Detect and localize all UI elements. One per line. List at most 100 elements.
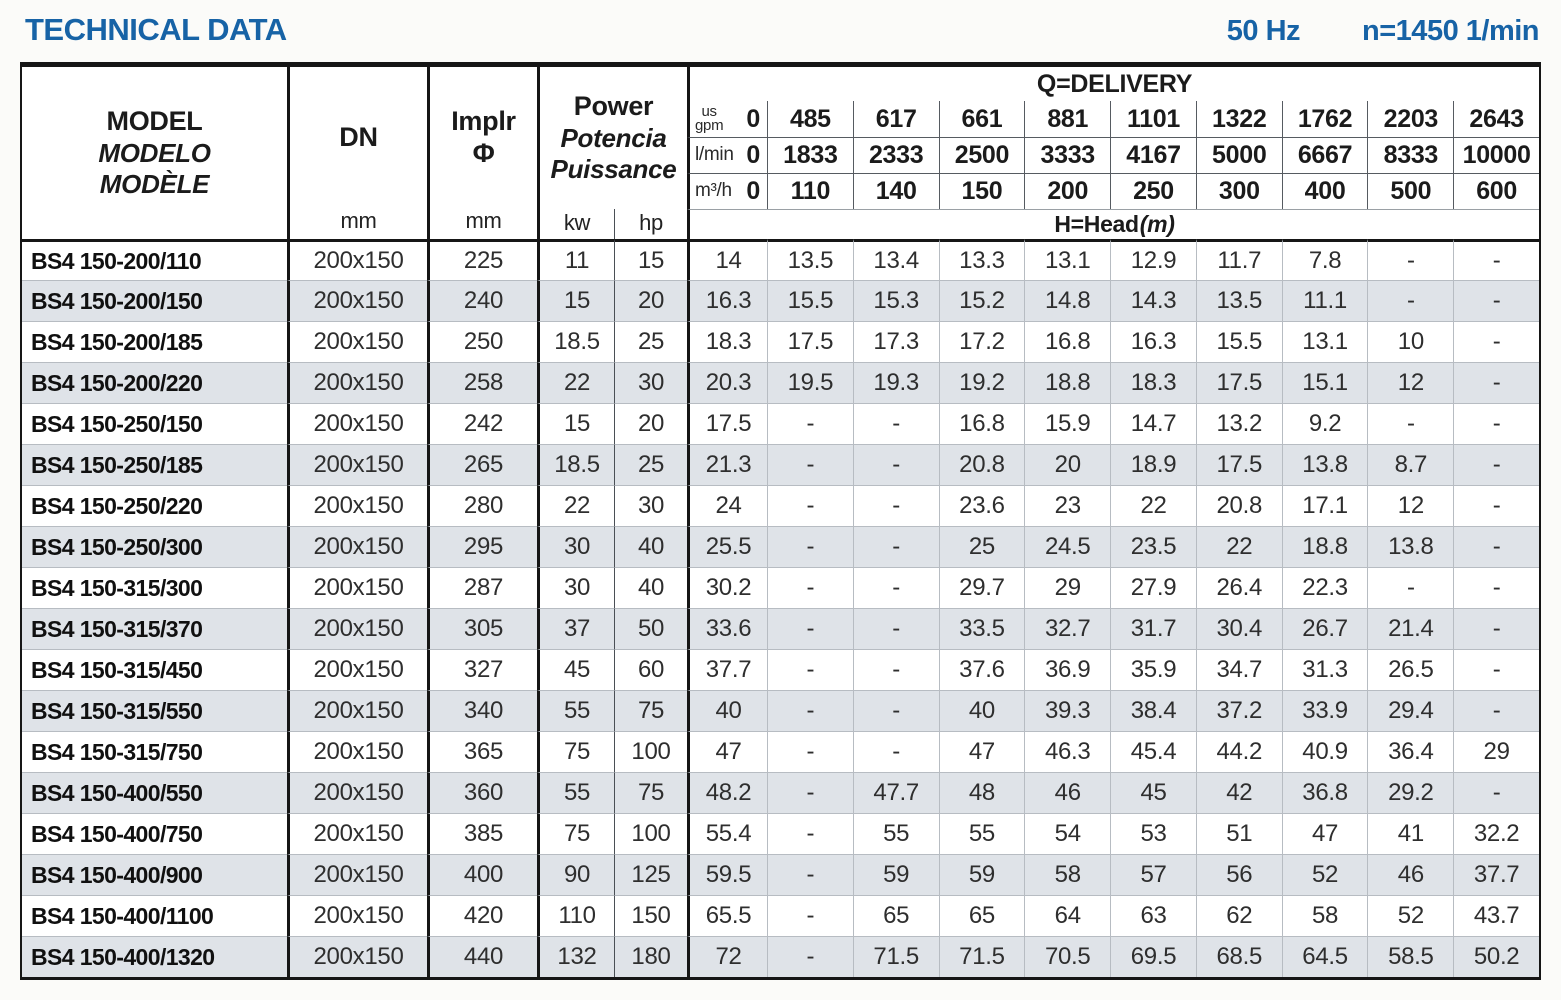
hp-cell: 150 [614,895,687,936]
head-cell: - [767,485,853,526]
head-cell: - [852,731,939,772]
implr-cell: 340 [427,690,537,731]
model-cell: BS4 150-200/220 [22,362,287,403]
head-cell: 19.3 [852,362,939,403]
power-header-es: Potencia [560,123,667,154]
head-cell: - [767,608,853,649]
head-cell: 13.1 [1281,321,1368,362]
kw-cell: 18.5 [537,444,614,485]
head-cell: - [1453,690,1539,731]
hp-cell: 100 [614,731,687,772]
head-cell: 34.7 [1195,649,1282,690]
power-hp-unit-label: hp [614,209,687,239]
kw-cell: 55 [537,690,614,731]
power-column-header: Power Potencia Puissance [537,67,687,209]
head-cell: 16.3 [687,280,767,321]
implr-cell: 265 [427,444,537,485]
implr-cell: 305 [427,608,537,649]
model-cell: BS4 150-315/750 [22,731,287,772]
head-cell: - [852,526,939,567]
dn-cell: 200x150 [287,608,427,649]
kw-cell: 18.5 [537,321,614,362]
impeller-diameter-symbol: Φ [472,137,495,168]
head-cell: 16.8 [1024,321,1111,362]
head-cell: 32.7 [1024,608,1111,649]
hp-cell: 100 [614,813,687,854]
head-cell: 33.6 [687,608,767,649]
hp-cell: 20 [614,280,687,321]
dn-cell: 200x150 [287,526,427,567]
delivery-value-us-gpm: 2203 [1367,101,1454,137]
delivery-value-l-min: 6667 [1281,137,1368,173]
unit-name-l-min: l/min [695,144,734,166]
head-cell: 23.6 [938,485,1025,526]
head-cell: 59.5 [687,854,767,895]
dn-cell: 200x150 [287,731,427,772]
head-cell: 14 [687,239,767,280]
head-cell: 56 [1195,854,1282,895]
delivery-value-l-min: 2333 [852,137,939,173]
delivery-value-us-gpm: 485 [767,101,853,137]
hp-cell: 30 [614,485,687,526]
head-row-label: H=Head (m) [687,209,1539,239]
head-cell: 13.8 [1281,444,1368,485]
delivery-value-m3-h: 150 [938,173,1025,209]
power-kw-unit-label: kw [537,209,614,239]
head-label: H=Head [1054,211,1139,237]
head-cell: 47 [687,731,767,772]
dn-cell: 200x150 [287,485,427,526]
implr-cell: 400 [427,854,537,895]
head-cell: 54 [1024,813,1111,854]
head-cell: 20.8 [1195,485,1282,526]
page-title: TECHNICAL DATA [25,12,287,47]
head-cell: 19.2 [938,362,1025,403]
head-cell: 15.2 [938,280,1025,321]
head-cell: 22 [1110,485,1196,526]
head-cell: 39.3 [1024,690,1111,731]
hp-cell: 40 [614,526,687,567]
head-cell: 40.9 [1281,731,1368,772]
head-cell: 71.5 [852,936,939,977]
head-cell: - [767,854,853,895]
head-cell: - [767,444,853,485]
head-cell: 25 [938,526,1025,567]
delivery-value-us-gpm: 661 [938,101,1025,137]
head-cell: 17.1 [1281,485,1368,526]
head-cell: 45.4 [1110,731,1196,772]
head-cell: 37.2 [1195,690,1282,731]
delivery-value-l-min: 5000 [1195,137,1282,173]
hp-cell: 50 [614,608,687,649]
model-cell: BS4 150-400/1320 [22,936,287,977]
dn-cell: 200x150 [287,854,427,895]
delivery-value-m3-h: 200 [1024,173,1111,209]
implr-cell: 280 [427,485,537,526]
head-cell: - [767,895,853,936]
head-cell: 13.1 [1024,239,1111,280]
head-cell: 58 [1024,854,1111,895]
hp-cell: 75 [614,690,687,731]
delivery-value-l-min: 1833 [767,137,853,173]
head-cell: - [1453,239,1539,280]
implr-cell: 365 [427,731,537,772]
implr-cell: 385 [427,813,537,854]
head-cell: 12 [1367,485,1454,526]
head-cell: 29.4 [1367,690,1454,731]
head-cell: - [767,936,853,977]
head-cell: 68.5 [1195,936,1282,977]
head-cell: 53 [1110,813,1196,854]
head-cell: 24.5 [1024,526,1111,567]
dn-cell: 200x150 [287,936,427,977]
speed-label: n=1450 1/min [1362,15,1539,47]
head-cell: 25.5 [687,526,767,567]
dn-cell: 200x150 [287,567,427,608]
head-cell: 16.3 [1110,321,1196,362]
impeller-header-label: Implr [451,105,516,136]
delivery-section-title: Q=DELIVERY [687,67,1539,101]
head-cell: 13.5 [767,239,853,280]
head-cell: 43.7 [1453,895,1539,936]
head-cell: 14.8 [1024,280,1111,321]
delivery-value-l-min: 2500 [938,137,1025,173]
head-cell: 48.2 [687,772,767,813]
model-header-en: MODEL [106,106,203,137]
delivery-unit-label-us-gpm: us gpm 0 [687,101,767,137]
